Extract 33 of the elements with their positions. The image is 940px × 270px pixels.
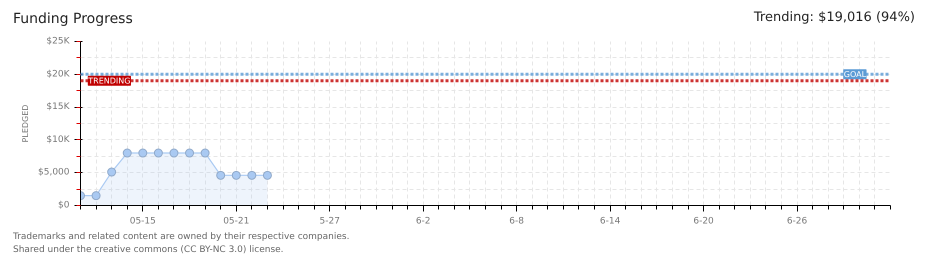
point [247,170,256,180]
ref-line-label: GOAL [844,70,867,79]
x-tick-label: 6-26 [786,216,808,226]
y-tick-label: $20K [46,69,71,80]
text: Trending: $19,016 (94%) [754,9,915,27]
x-tick-label: 05-15 [130,216,156,226]
point [122,148,132,158]
x-tick-label: 6-14 [600,216,621,226]
y-tick-label: $0 [58,200,70,210]
x-tick-label: 6-20 [693,216,714,226]
text: Shared under the creative commons (CC BY-NC 3.0) license. [13,244,284,255]
ref-line-label: TRENDING [87,76,130,86]
x-tick-label: 05-21 [223,216,250,226]
y-tick-label: $10K [46,134,71,145]
point [216,170,226,180]
y-tick-label: $15K [46,102,71,112]
x-tick-label: 6-8 [509,216,524,226]
point [200,148,210,158]
point [262,170,272,180]
point [169,148,178,158]
x-tick-label: 6-2 [416,216,431,226]
text: Trademarks and related content are owned by their respective companies. [13,232,350,242]
x-tick-label: 5-27 [320,216,340,226]
y-axis-title: PLEDGED [21,104,30,142]
point [107,168,116,177]
point [92,191,101,200]
point [154,148,163,158]
chart-title: Funding Progress [13,10,133,29]
y-tick-label: $5,000 [38,168,70,178]
y-tick-label: $25K [46,36,71,46]
point [232,170,241,180]
point [138,148,148,158]
point [185,148,194,158]
